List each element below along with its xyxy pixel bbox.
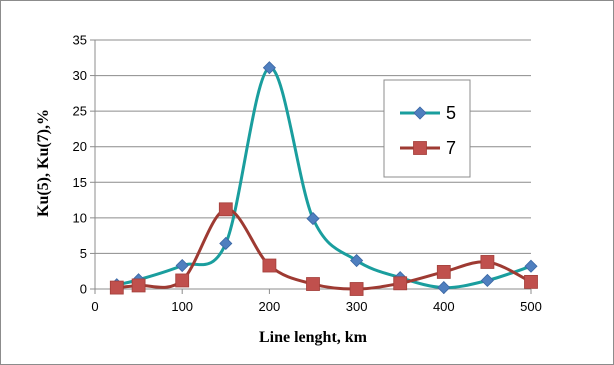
data-point-7 [524,274,538,289]
series-5 [110,61,538,295]
y-tick-label: 5 [80,246,87,261]
data-point-7 [262,258,277,273]
data-point-7 [218,202,233,217]
series-7 [109,202,538,296]
legend-swatch-marker [413,106,427,120]
x-tick-label: 0 [91,299,98,314]
legend-label: 5 [446,103,456,123]
data-point-5 [524,259,538,273]
data-point-7 [393,276,408,291]
data-point-7 [131,278,146,293]
y-tick-label: 10 [73,210,87,225]
x-axis-title: Line lenght, km [259,329,368,346]
data-point-7 [175,273,190,288]
data-point-7 [436,265,451,279]
legend-label: 7 [446,138,456,158]
legend-box [383,79,471,178]
data-point-5 [350,253,364,268]
data-point-5 [437,281,451,295]
legend: 57 [383,79,471,178]
tick-labels: 0 5 10 15 20 25 30 35 0 100 200 300 400 500 [73,33,542,315]
y-tick-label: 35 [73,33,87,48]
series-layer [109,61,538,296]
legend-item-5: 5 [400,103,456,123]
data-point-5 [262,61,276,75]
data-point-5 [480,273,494,288]
y-tick-label: 25 [73,104,87,119]
y-tick-label: 15 [73,175,87,190]
data-point-7 [480,255,495,269]
y-tick-label: 20 [73,139,87,154]
y-tick-label: 30 [73,68,87,83]
data-point-5 [306,212,320,226]
y-axis-title: Ku(5), Ku(7),% [35,109,52,217]
y-tick-label: 0 [80,282,87,297]
legend-item-7: 7 [400,138,456,158]
x-tick-label: 500 [520,299,542,314]
x-tick-label: 300 [346,299,368,314]
grid [95,39,531,254]
x-tick-label: 200 [259,299,281,314]
data-point-7 [349,282,364,296]
data-point-7 [109,280,124,295]
data-point-5 [219,236,233,251]
data-point-5 [175,258,189,273]
legend-swatch-marker [413,141,427,155]
x-tick-label: 400 [433,299,455,314]
x-tick-label: 100 [171,299,193,314]
data-point-7 [306,277,320,291]
